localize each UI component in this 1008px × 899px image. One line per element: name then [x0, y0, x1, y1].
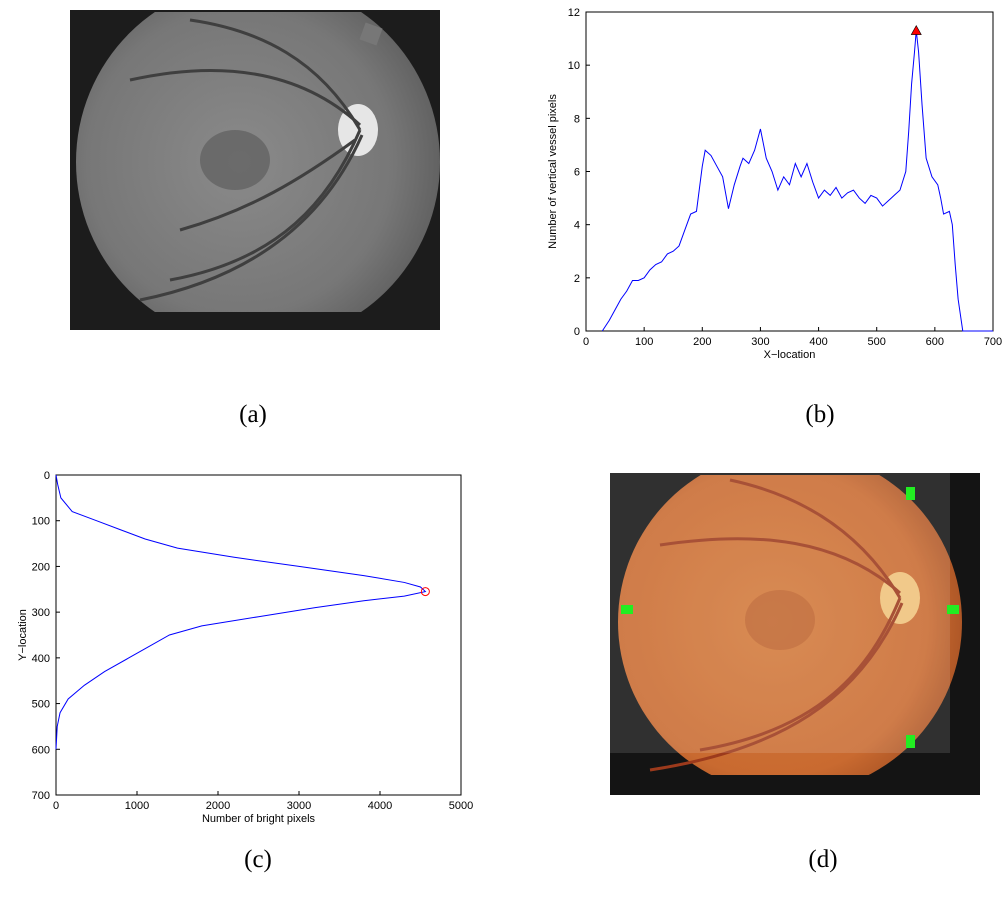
plot-frame — [586, 12, 993, 331]
y-tick-label: 4 — [574, 220, 580, 232]
y-tick-label: 2 — [574, 273, 580, 285]
x-axis-label: X−location — [764, 349, 816, 361]
fundus-color-image — [610, 450, 980, 795]
y-tick-label: 12 — [568, 7, 580, 19]
x-tick-label: 1000 — [125, 800, 149, 812]
caption: (d) — [808, 846, 837, 873]
figure: (a) (b) (c) (d) 010020030040050060070002… — [0, 0, 1008, 899]
x-tick-label: 0 — [53, 800, 59, 812]
y-axis-label: Number of vertical vessel pixels — [547, 94, 559, 249]
x-tick-label: 3000 — [287, 800, 311, 812]
caption: (b) — [805, 401, 834, 428]
page: {"captions": ["(a)", "(b)", "(c)", "(d)"… — [0, 0, 1008, 899]
y-tick-label: 400 — [32, 653, 50, 665]
y-tick-label: 6 — [574, 167, 580, 179]
fundus-gray-image — [70, 0, 440, 344]
y-tick-label: 8 — [574, 113, 580, 125]
caption: (c) — [244, 846, 272, 873]
y-tick-label: 10 — [568, 60, 580, 72]
y-tick-label: 100 — [32, 516, 50, 528]
x-tick-label: 600 — [926, 336, 944, 348]
x-tick-label: 0 — [583, 336, 589, 348]
x-tick-label: 5000 — [449, 800, 473, 812]
y-tick-label: 500 — [32, 699, 50, 711]
y-tick-label: 300 — [32, 607, 50, 619]
x-tick-label: 4000 — [368, 800, 392, 812]
x-tick-label: 700 — [984, 336, 1002, 348]
x-axis-label: Number of bright pixels — [202, 813, 316, 825]
x-tick-label: 100 — [635, 336, 653, 348]
x-tick-label: 2000 — [206, 800, 230, 812]
x-tick-label: 300 — [751, 336, 769, 348]
data-line — [602, 31, 993, 331]
y-tick-label: 200 — [32, 561, 50, 573]
caption: (a) — [239, 401, 267, 428]
y-tick-label: 700 — [32, 790, 50, 802]
y-tick-label: 0 — [44, 470, 50, 482]
y-tick-label: 600 — [32, 744, 50, 756]
data-line — [56, 475, 425, 749]
plot-frame — [56, 475, 461, 795]
x-tick-label: 500 — [868, 336, 886, 348]
x-tick-label: 400 — [809, 336, 827, 348]
y-tick-label: 0 — [574, 326, 580, 338]
y-axis-label: Y−location — [17, 609, 29, 661]
peak-marker — [911, 26, 921, 35]
x-tick-label: 200 — [693, 336, 711, 348]
